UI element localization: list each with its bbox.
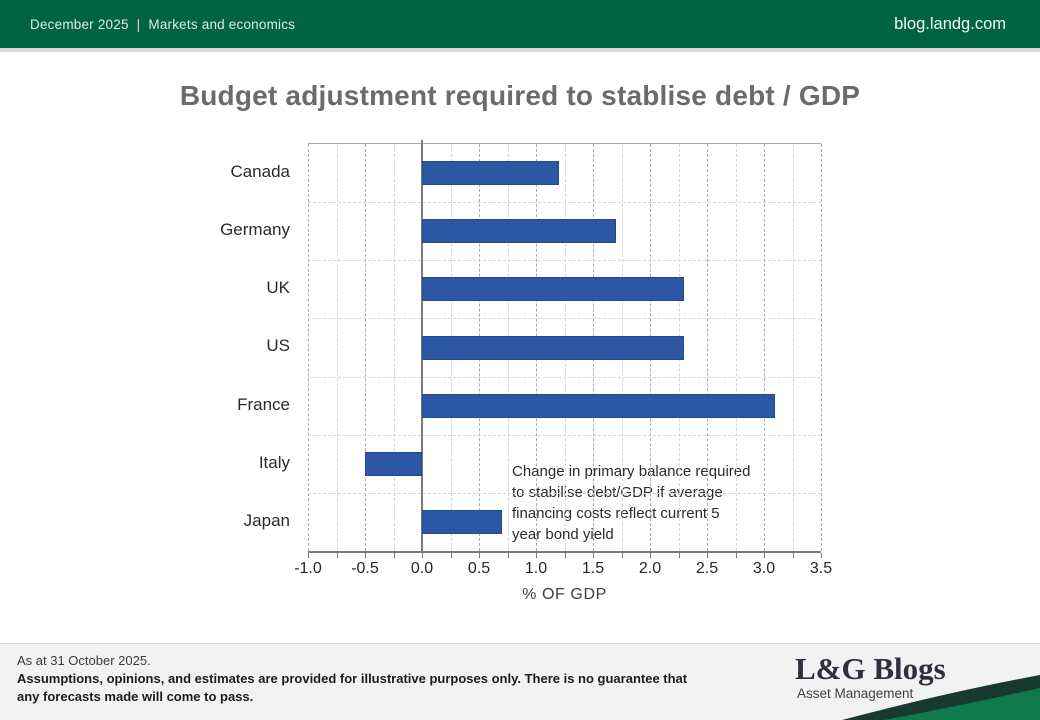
x-tick-mark xyxy=(365,553,366,558)
bar-italy xyxy=(365,451,422,476)
category-label-us: US xyxy=(266,336,290,356)
green-swoosh-graphic xyxy=(842,675,1040,720)
category-label-uk: UK xyxy=(266,278,290,298)
logo-wordmark: L&G Blogs xyxy=(795,651,946,686)
header-breadcrumb: December 2025 | Markets and economics xyxy=(30,17,295,32)
x-tick-label: 1.5 xyxy=(581,560,605,577)
x-tick-mark xyxy=(821,553,822,558)
gridline-horizontal xyxy=(308,202,821,204)
x-tick-mark xyxy=(735,553,737,558)
gridline-horizontal xyxy=(308,260,821,262)
gridline-vertical xyxy=(707,144,708,551)
disclaimer-line: Assumptions, opinions, and estimates are… xyxy=(17,671,688,686)
x-tick-label: 2.0 xyxy=(638,560,662,577)
header-date: December 2025 xyxy=(30,16,129,32)
gridline-vertical xyxy=(393,144,395,551)
x-tick-label: -0.5 xyxy=(351,560,379,577)
swoosh-green-fill xyxy=(884,688,1040,720)
gridline-horizontal xyxy=(308,376,821,378)
bar-germany xyxy=(422,219,616,244)
x-tick-label: 0.0 xyxy=(410,560,434,577)
x-tick-label: -1.0 xyxy=(294,560,322,577)
header-separator: | xyxy=(136,16,141,32)
x-tick-mark xyxy=(792,553,794,558)
disclaimer-line: any forecasts made will come to pass. xyxy=(17,689,254,704)
gridline-horizontal xyxy=(308,492,821,494)
annotation-line: financing costs reflect current 5 xyxy=(512,505,720,522)
page-title: Budget adjustment required to stablise d… xyxy=(179,80,861,111)
category-label-france: France xyxy=(237,394,290,414)
category-label-canada: Canada xyxy=(230,162,290,182)
x-tick-mark xyxy=(536,553,537,558)
x-tick-mark xyxy=(450,553,452,558)
x-tick-mark xyxy=(564,553,566,558)
category-label-japan: Japan xyxy=(243,510,290,530)
category-label-germany: Germany xyxy=(220,220,290,240)
x-tick-mark xyxy=(593,553,594,558)
x-tick-mark xyxy=(764,553,765,558)
header-section: Markets and economics xyxy=(148,16,296,32)
bar-japan xyxy=(422,509,502,534)
bar-canada xyxy=(422,161,559,186)
logo-subtitle: Asset Management xyxy=(797,686,914,701)
gridline-horizontal xyxy=(308,434,821,436)
x-tick-label: 1.0 xyxy=(524,560,548,577)
x-tick-mark xyxy=(621,553,623,558)
bar-uk xyxy=(422,277,685,302)
footer: As at 31 October 2025. Assumptions, opin… xyxy=(0,643,1040,720)
annotation-line: year bond yield xyxy=(512,526,614,543)
x-tick-mark xyxy=(422,553,423,558)
bar-france xyxy=(422,393,776,418)
x-axis-title: % OF GDP xyxy=(522,586,607,603)
gridline-vertical xyxy=(336,144,338,551)
gridline-vertical xyxy=(821,144,822,551)
x-tick-label: 0.5 xyxy=(467,560,491,577)
gridline-horizontal xyxy=(308,318,821,320)
as-at-date: As at 31 October 2025. xyxy=(17,653,151,668)
category-label-italy: Italy xyxy=(258,452,290,472)
x-tick-mark xyxy=(507,553,509,558)
x-tick-label: 3.0 xyxy=(752,560,776,577)
gridline-vertical xyxy=(735,144,737,551)
x-tick-mark xyxy=(479,553,480,558)
bar-chart-plot-area: Change in primary balance required to sta… xyxy=(294,140,832,577)
gridline-vertical xyxy=(365,144,366,551)
x-tick-mark xyxy=(678,553,680,558)
annotation-line: Change in primary balance required xyxy=(512,463,751,480)
header-bar: December 2025 | Markets and economics bl… xyxy=(0,0,1040,52)
y-axis-labels: Canada Germany UK US France Italy Japan xyxy=(130,143,300,550)
disclaimer-text: Assumptions, opinions, and estimates are… xyxy=(17,670,767,706)
lg-blogs-logo: L&G Blogs Asset Management xyxy=(795,651,946,701)
gridline-vertical xyxy=(792,144,794,551)
x-tick-label: 3.5 xyxy=(809,560,833,577)
x-tick-label: 2.5 xyxy=(695,560,719,577)
x-tick-mark xyxy=(393,553,395,558)
site-link[interactable]: blog.landg.com xyxy=(894,14,1006,33)
gridline-vertical xyxy=(764,144,765,551)
bar-us xyxy=(422,335,685,360)
x-tick-mark xyxy=(650,553,651,558)
x-tick-mark xyxy=(336,553,338,558)
x-tick-mark xyxy=(707,553,708,558)
gridline-vertical xyxy=(308,144,309,551)
x-tick-mark xyxy=(308,553,309,558)
